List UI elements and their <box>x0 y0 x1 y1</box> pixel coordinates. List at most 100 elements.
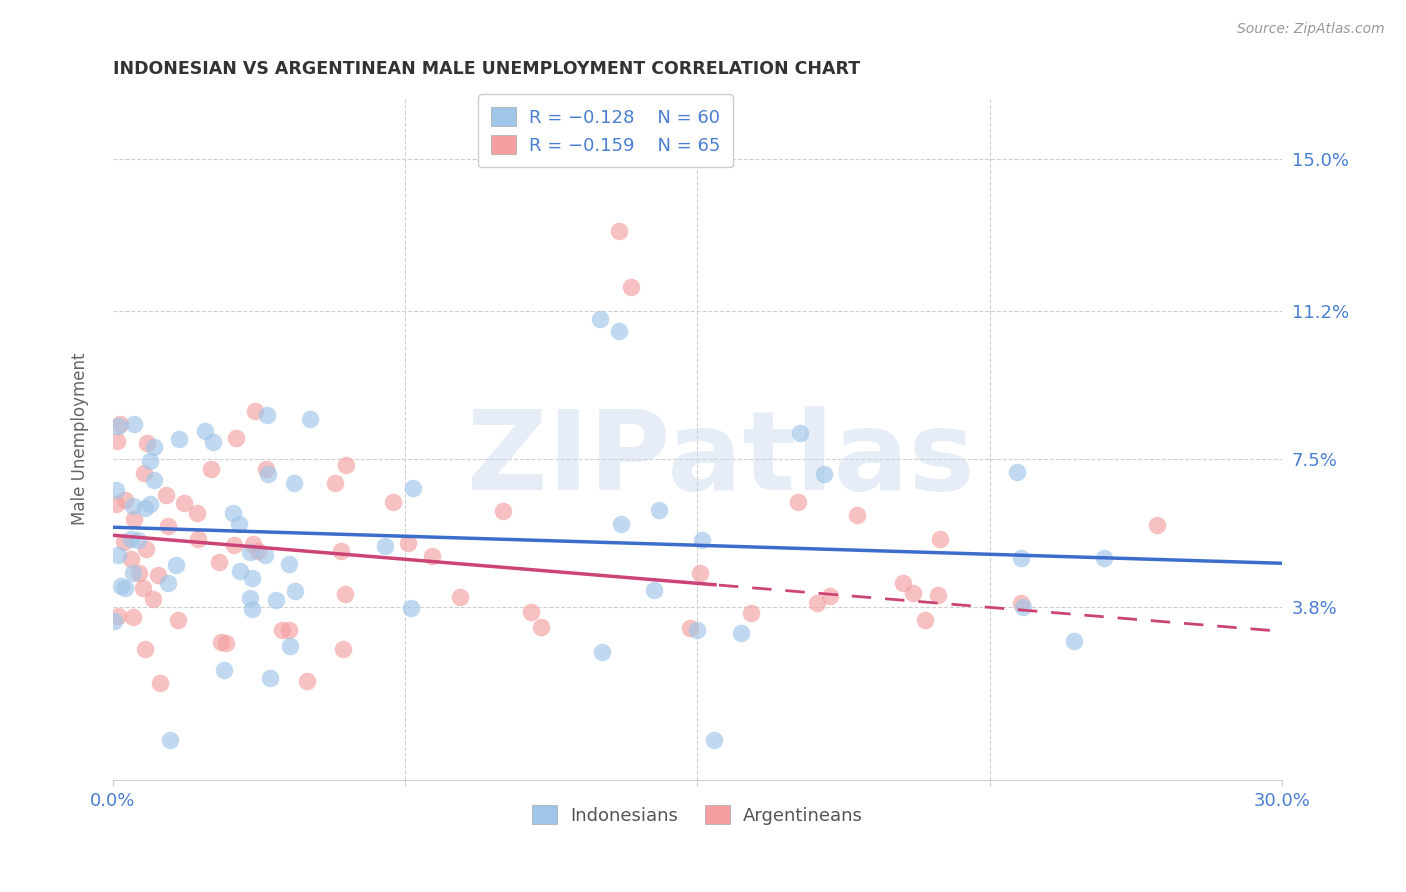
Point <box>169 432 191 446</box>
Point <box>609 224 631 238</box>
Point <box>283 475 305 490</box>
Point <box>253 548 276 562</box>
Point <box>449 591 471 605</box>
Point <box>186 506 208 520</box>
Point <box>120 551 142 566</box>
Point <box>135 541 157 556</box>
Point <box>136 435 159 450</box>
Point <box>214 636 236 650</box>
Point <box>1010 596 1032 610</box>
Point <box>492 504 515 518</box>
Point <box>929 532 952 546</box>
Point <box>730 626 752 640</box>
Point <box>335 458 357 472</box>
Point <box>277 623 299 637</box>
Point <box>134 641 156 656</box>
Point <box>740 606 762 620</box>
Point <box>122 512 145 526</box>
Point <box>402 481 425 495</box>
Point <box>121 610 143 624</box>
Point <box>208 555 231 569</box>
Point <box>589 312 612 326</box>
Point <box>149 675 172 690</box>
Point <box>114 535 136 549</box>
Point <box>690 533 713 548</box>
Point <box>648 502 671 516</box>
Point <box>173 496 195 510</box>
Point <box>1146 518 1168 533</box>
Point <box>813 467 835 481</box>
Point <box>228 516 250 531</box>
Point <box>156 576 179 591</box>
Point <box>284 584 307 599</box>
Point <box>927 589 949 603</box>
Point <box>134 466 156 480</box>
Point <box>323 475 346 490</box>
Point <box>295 673 318 688</box>
Point <box>225 431 247 445</box>
Point <box>903 585 925 599</box>
Point <box>1005 465 1028 479</box>
Point <box>240 601 263 615</box>
Point <box>679 621 702 635</box>
Point <box>1063 634 1085 648</box>
Point <box>121 566 143 581</box>
Point <box>212 663 235 677</box>
Point <box>157 519 180 533</box>
Point <box>787 494 810 508</box>
Point <box>194 424 217 438</box>
Point <box>609 324 631 338</box>
Point <box>128 566 150 580</box>
Point <box>1012 599 1035 614</box>
Point <box>686 624 709 638</box>
Point <box>259 671 281 685</box>
Point <box>139 454 162 468</box>
Point <box>222 538 245 552</box>
Point <box>818 589 841 603</box>
Point <box>591 645 613 659</box>
Point <box>105 483 128 497</box>
Point <box>256 467 278 482</box>
Point <box>891 575 914 590</box>
Text: Source: ZipAtlas.com: Source: ZipAtlas.com <box>1237 22 1385 37</box>
Text: INDONESIAN VS ARGENTINEAN MALE UNEMPLOYMENT CORRELATION CHART: INDONESIAN VS ARGENTINEAN MALE UNEMPLOYM… <box>112 60 860 78</box>
Point <box>329 544 352 558</box>
Point <box>120 532 142 546</box>
Point <box>134 501 156 516</box>
Point <box>335 587 357 601</box>
Text: ZIPatlas: ZIPatlas <box>467 406 974 513</box>
Point <box>114 493 136 508</box>
Point <box>703 732 725 747</box>
Point <box>530 620 553 634</box>
Point <box>138 497 160 511</box>
Point <box>278 639 301 653</box>
Point <box>127 533 149 548</box>
Y-axis label: Male Unemployment: Male Unemployment <box>72 353 89 525</box>
Point <box>132 582 155 596</box>
Point <box>381 495 404 509</box>
Point <box>245 404 267 418</box>
Point <box>107 549 129 563</box>
Point <box>845 508 868 523</box>
Point <box>229 564 252 578</box>
Point <box>166 613 188 627</box>
Point <box>187 533 209 547</box>
Point <box>420 549 443 564</box>
Point <box>246 544 269 558</box>
Point <box>789 426 811 441</box>
Point <box>242 537 264 551</box>
Point <box>1010 550 1032 565</box>
Point <box>121 500 143 514</box>
Point <box>519 605 541 619</box>
Point <box>142 592 165 607</box>
Point <box>643 583 665 598</box>
Point <box>610 516 633 531</box>
Point <box>105 434 128 448</box>
Point <box>165 558 187 572</box>
Point <box>278 558 301 572</box>
Point <box>806 596 828 610</box>
Point <box>396 536 419 550</box>
Point <box>299 411 322 425</box>
Point <box>107 419 129 434</box>
Point <box>143 473 166 487</box>
